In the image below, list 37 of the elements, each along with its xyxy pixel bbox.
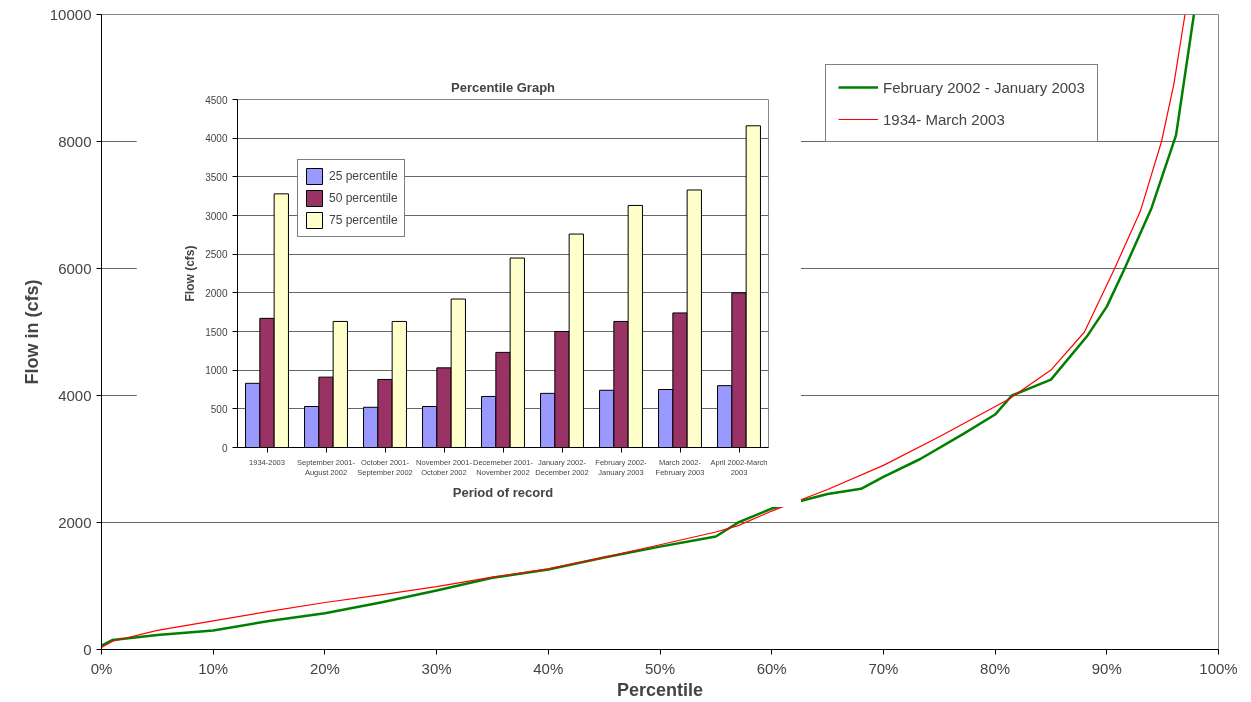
y-tick-label: 4000 <box>205 133 228 145</box>
y-tick-label: 500 <box>210 403 228 415</box>
y-tick-label: 0 <box>83 640 92 658</box>
x-axis-title: Period of record <box>452 485 554 501</box>
y-tick-label: 10000 <box>49 5 92 23</box>
x-tick-label: 50% <box>644 659 676 677</box>
y-tick-label: 4000 <box>58 386 92 404</box>
x-tick-label: 100% <box>1199 659 1238 677</box>
legend-label: 25 percentile <box>329 169 398 183</box>
y-tick-label: 1000 <box>205 365 228 377</box>
y-tick-label: 0 <box>221 442 228 454</box>
y-tick-label: 3000 <box>205 210 228 222</box>
y-axis-title: Flow in (cfs) <box>21 279 42 385</box>
x-tick-label: 90% <box>1091 659 1122 677</box>
chart-title: Percentile Graph <box>450 79 556 95</box>
legend-label: February 2002 - January 2003 <box>883 78 1085 96</box>
y-axis-title: Flow (cfs) <box>183 245 198 302</box>
x-axis-title: Percentile <box>616 679 704 700</box>
y-tick-label: 2000 <box>205 287 228 299</box>
legend-label: 1934- March 2003 <box>883 110 1005 128</box>
x-tick-label: 40% <box>533 659 564 677</box>
legend-label: 75 percentile <box>329 213 398 227</box>
x-tick-label: 70% <box>868 659 899 677</box>
x-tick-label: 60% <box>756 659 787 677</box>
x-tick-label: 80% <box>980 659 1011 677</box>
y-tick-label: 3500 <box>205 171 228 183</box>
y-tick-label: 6000 <box>58 259 92 277</box>
y-tick-label: 2500 <box>205 249 228 261</box>
x-tick-label: 20% <box>309 659 340 677</box>
x-tick-label: 0% <box>90 659 113 677</box>
x-tick-label: 30% <box>421 659 452 677</box>
y-tick-label: 2000 <box>58 513 92 531</box>
y-tick-label: 4500 <box>205 94 228 106</box>
legend-label: 50 percentile <box>329 191 398 205</box>
y-tick-label: 8000 <box>58 132 92 150</box>
x-tick-label: 10% <box>198 659 229 677</box>
y-tick-label: 1500 <box>205 326 228 338</box>
